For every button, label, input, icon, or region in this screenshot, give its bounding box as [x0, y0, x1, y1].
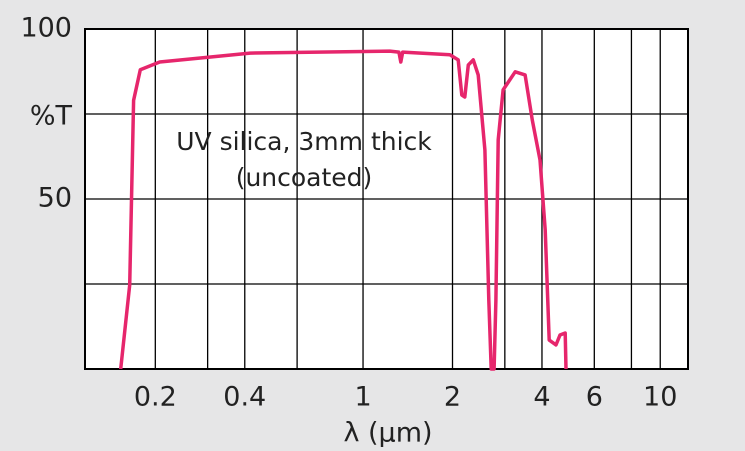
y-tick-label: 50	[38, 183, 72, 214]
y-axis-label: %T	[30, 101, 73, 132]
data-line	[118, 49, 568, 371]
y-tick-label: 100	[20, 13, 72, 44]
annotation: UV silica, 3mm thick	[176, 127, 432, 156]
annotation: (uncoated)	[236, 163, 373, 192]
x-tick-label: 2	[444, 382, 461, 413]
x-tick-label: 1	[354, 382, 371, 413]
x-tick-label: 0.4	[223, 382, 266, 413]
x-tick-label: 10	[643, 382, 677, 413]
x-axis-label: λ (µm)	[343, 418, 432, 449]
x-tick-label: 0.2	[134, 382, 177, 413]
x-tick-label: 6	[586, 382, 603, 413]
x-tick-label: 4	[533, 382, 550, 413]
